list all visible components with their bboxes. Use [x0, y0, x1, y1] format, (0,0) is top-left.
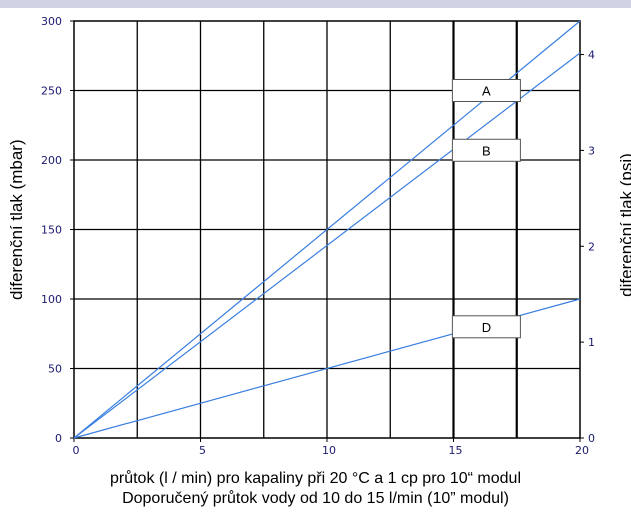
x-tick-label: 20	[575, 444, 589, 457]
y-axis-label-left: diferenční tlak (mbar)	[7, 139, 26, 300]
y-tick-label: 300	[41, 15, 62, 28]
x-tick-label: 10	[322, 444, 336, 457]
y-right-tick-label: 1	[588, 336, 595, 349]
y-tick-label: 150	[41, 224, 62, 237]
y-tick-label: 250	[41, 85, 62, 98]
x-tick-label: 15	[449, 444, 463, 457]
series-label-b: B	[482, 143, 491, 158]
series-label-box-b	[451, 138, 521, 162]
chart-subtitle: Doporučený průtok vody od 10 do 15 l/min…	[122, 490, 509, 507]
series-line-b	[73, 52, 581, 439]
y-tick-label: 100	[41, 293, 62, 306]
series-label-a: A	[482, 84, 491, 99]
y-tick-label: 50	[48, 363, 62, 376]
series-label-d: D	[482, 320, 491, 335]
y-axis-label-right: diferenční tlak (psi)	[617, 153, 631, 297]
y-right-tick-label: 4	[588, 49, 595, 62]
y-tick-label: 200	[41, 154, 62, 167]
top-bar	[0, 0, 631, 8]
x-tick-label: 0	[73, 444, 80, 457]
y-right-tick-label: 0	[588, 432, 595, 445]
y-tick-label: 0	[55, 432, 62, 445]
y-right-tick-label: 3	[588, 144, 595, 157]
y-right-tick-label: 2	[588, 240, 595, 253]
series-label-box-a	[451, 79, 521, 102]
series-label-box-d	[451, 315, 521, 339]
series-labels: A B D	[451, 79, 521, 339]
x-axis-label: průtok (l / min) pro kapaliny při 20 °C …	[109, 470, 522, 487]
axes	[70, 20, 584, 442]
x-tick-label: 5	[199, 444, 206, 457]
